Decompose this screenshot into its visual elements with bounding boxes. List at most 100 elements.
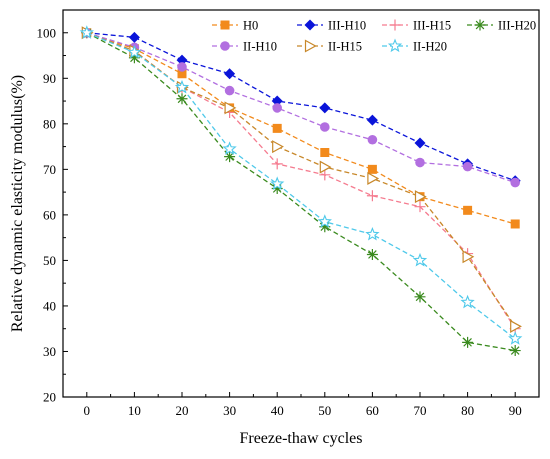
data-point-ii-h20: [412, 252, 428, 267]
data-point-ii-h20: [79, 25, 94, 39]
data-point-iii-h20: [128, 52, 140, 64]
data-point-iii-h10: [128, 31, 140, 43]
y-tick-label: 40: [43, 298, 56, 313]
series-iii-h15: [81, 27, 521, 335]
series-line-iii-h10: [86, 32, 516, 182]
data-point-h0: [463, 205, 473, 215]
legend-entry-ii-h10: II-H10: [212, 40, 277, 54]
data-point-ii-h20: [127, 44, 142, 59]
data-point-iii-h15: [271, 158, 283, 170]
legend-label: H0: [243, 19, 258, 33]
y-tick-label: 90: [43, 71, 56, 86]
y-axis-label: Relative dynamic elasticity modulus(%): [9, 75, 26, 332]
data-point-ii-h10: [510, 177, 520, 188]
legend-swatch-marker: [474, 19, 486, 31]
data-point-ii-h20: [460, 294, 475, 309]
data-point-iii-h20: [271, 182, 283, 194]
legend-swatch-marker: [389, 19, 401, 31]
legend-entry-ii-h20: II-H20: [382, 38, 447, 54]
series-ii-h20: [79, 25, 523, 345]
data-point-ii-h15: [414, 190, 427, 204]
data-point-ii-h20: [317, 214, 332, 228]
series-line-iii-h20: [86, 32, 516, 352]
series-line-iii-h15: [86, 32, 516, 330]
data-point-iii-h20: [462, 336, 474, 348]
data-point-ii-h10: [415, 157, 425, 168]
data-point-ii-h20: [508, 331, 523, 345]
legend-label: III-H10: [328, 19, 366, 33]
legend-entry-iii-h20: III-H20: [467, 19, 536, 33]
data-point-ii-h20: [222, 141, 237, 155]
legend-entry-iii-h10: III-H10: [297, 19, 366, 33]
data-point-ii-h10: [462, 161, 473, 172]
data-point-ii-h15: [367, 171, 380, 185]
data-point-iii-h20: [176, 93, 188, 105]
data-point-ii-h10: [320, 122, 330, 132]
data-point-ii-h10: [177, 62, 187, 72]
data-point-ii-h15: [272, 140, 284, 154]
x-tick-label: 20: [176, 403, 189, 418]
data-point-ii-h15: [462, 250, 475, 264]
series-line-ii-h20: [86, 32, 516, 340]
legend-label: II-H20: [413, 40, 447, 54]
data-point-iii-h15: [414, 201, 426, 213]
data-point-ii-h20: [270, 176, 285, 191]
data-point-ii-h15: [510, 319, 522, 333]
series-layer: [79, 25, 523, 357]
legend-swatch-marker: [387, 38, 403, 53]
data-point-h0: [320, 148, 330, 158]
y-tick-label: 80: [43, 116, 56, 131]
y-tick-label: 100: [37, 25, 57, 40]
y-axis-ticks: 20 30 40 50 60 70 80 90 100: [37, 25, 68, 405]
series-ii-h10: [82, 27, 520, 188]
legend-swatch-marker: [304, 39, 317, 53]
x-tick-label: 90: [509, 403, 522, 418]
series-line-h0: [86, 32, 516, 225]
legend-swatch-marker: [220, 20, 230, 30]
data-point-iii-h20: [509, 345, 521, 357]
data-point-h0: [177, 69, 187, 79]
data-point-iii-h20: [319, 221, 331, 233]
x-axis-label: Freeze-thaw cycles: [239, 430, 362, 447]
legend-swatch-marker: [220, 41, 230, 51]
y-tick-label: 60: [43, 207, 56, 222]
legend-label: II-H10: [243, 40, 277, 54]
x-axis-ticks: 0 10 20 30 40 50 60 70 80 90: [84, 392, 522, 418]
data-point-iii-h15: [319, 169, 331, 181]
x-tick-label: 50: [318, 403, 331, 418]
x-tick-label: 80: [461, 403, 474, 418]
data-point-iii-h20: [414, 291, 426, 303]
legend-entry-h0: H0: [212, 19, 258, 33]
data-point-iii-h10: [414, 137, 426, 149]
data-point-ii-h10: [224, 85, 235, 96]
data-point-iii-h10: [319, 102, 331, 114]
legend: H0 III-H10 III-H15 III-H20 II-H10 II-H15 II-H2…: [212, 19, 536, 54]
x-tick-label: 0: [84, 403, 91, 418]
y-tick-label: 20: [43, 390, 56, 405]
data-point-ii-h20: [174, 79, 190, 94]
legend-label: III-H20: [498, 19, 536, 33]
data-point-iii-h10: [271, 95, 283, 107]
data-point-h0: [510, 219, 520, 229]
legend-label: II-H15: [328, 40, 362, 54]
x-tick-label: 40: [271, 403, 284, 418]
data-point-ii-h15: [319, 160, 332, 174]
data-point-ii-h20: [365, 226, 380, 241]
data-point-iii-h10: [176, 54, 188, 66]
data-point-ii-h10: [367, 134, 378, 145]
series-iii-h10: [81, 27, 521, 187]
data-point-iii-h10: [366, 114, 378, 126]
legend-entry-iii-h15: III-H15: [382, 19, 451, 33]
series-line-ii-h10: [86, 32, 516, 184]
data-point-iii-h20: [224, 151, 236, 163]
series-line-ii-h15: [86, 32, 516, 327]
data-point-h0: [367, 164, 377, 174]
data-point-ii-h10: [272, 103, 283, 113]
data-point-ii-h15: [224, 101, 237, 115]
legend-label: III-H15: [413, 19, 451, 33]
y-tick-label: 30: [43, 344, 56, 359]
data-point-iii-h15: [366, 190, 378, 202]
data-point-iii-h20: [366, 248, 378, 260]
data-point-iii-h10: [224, 68, 236, 80]
